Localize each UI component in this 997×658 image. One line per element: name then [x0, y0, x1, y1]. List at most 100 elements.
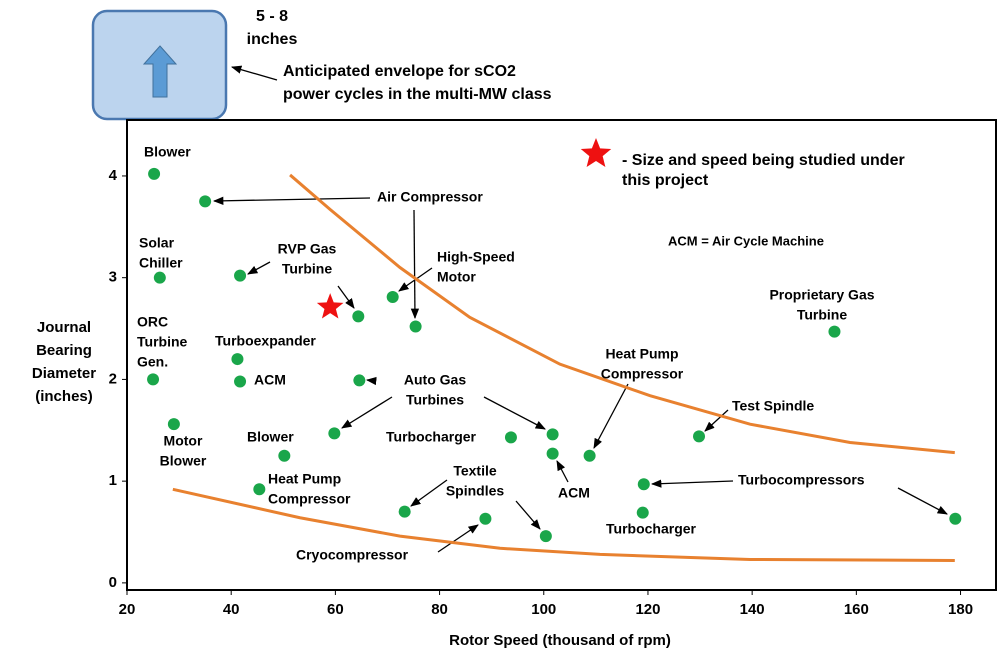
- point: [278, 449, 291, 462]
- arrow: [515, 500, 541, 530]
- x-tick-label: 80: [431, 601, 448, 618]
- arrow: [410, 479, 448, 507]
- annotation: Motor: [437, 269, 476, 285]
- point: [253, 483, 266, 496]
- envelope-arrow: [142, 45, 178, 98]
- star-marker: [316, 293, 344, 319]
- point: [167, 418, 180, 431]
- annotation: Turboexpander: [215, 333, 316, 349]
- arrow: [212, 196, 371, 205]
- arrow: [247, 261, 271, 275]
- annotation: this project: [622, 172, 709, 189]
- annotation: Gen.: [137, 354, 168, 370]
- annotation: Solar: [139, 235, 175, 251]
- annotation: Turbocharger: [606, 521, 697, 537]
- arrow: [410, 209, 420, 320]
- annotation: High-Speed: [437, 249, 515, 265]
- y-axis-label: Bearing: [36, 342, 92, 359]
- annotation: Anticipated envelope for sCO2: [283, 63, 516, 80]
- annotation: Motor: [164, 433, 203, 449]
- annotation: Blower: [160, 453, 207, 469]
- y-tick-label: 2: [109, 370, 117, 387]
- annotation: Test Spindle: [732, 398, 814, 414]
- arrow: [365, 376, 377, 386]
- point: [353, 374, 366, 387]
- envelope-curve: [289, 173, 955, 455]
- point: [153, 271, 166, 284]
- y-axis-label: (inches): [35, 388, 93, 405]
- point: [949, 512, 962, 525]
- x-tick-label: 120: [635, 601, 660, 618]
- annotation: inches: [247, 31, 298, 48]
- envelope-curve: [172, 487, 955, 562]
- annotation: 5 - 8: [256, 8, 288, 25]
- annotation: Heat Pump: [605, 346, 678, 362]
- plot-frame: [126, 119, 997, 591]
- point: [636, 506, 649, 519]
- annotation: RVP Gas: [278, 241, 337, 257]
- annotation: Turbine: [797, 307, 848, 323]
- annotation: Turbine: [137, 334, 188, 350]
- point: [199, 195, 212, 208]
- x-tick-label: 160: [844, 601, 869, 618]
- point: [504, 431, 517, 444]
- annotation: Heat Pump: [268, 471, 341, 487]
- y-tick-label: 0: [109, 574, 117, 591]
- annotation: Proprietary Gas: [769, 287, 874, 303]
- annotation: Turbines: [406, 392, 464, 408]
- x-tick-label: 40: [223, 601, 240, 618]
- annotation: ACM: [254, 372, 286, 388]
- x-tick-label: 140: [740, 601, 765, 618]
- point: [693, 430, 706, 443]
- point: [234, 269, 247, 282]
- point: [546, 428, 559, 441]
- annotation: Cryocompressor: [296, 547, 409, 563]
- arrow: [483, 396, 546, 430]
- annotation: Turbocompressors: [738, 472, 865, 488]
- arrows: [212, 65, 948, 553]
- annotation: ACM: [558, 485, 590, 501]
- x-axis-label: Rotor Speed (thousand of rpm): [449, 632, 671, 649]
- y-axis-label: Diameter: [32, 365, 96, 382]
- arrow: [650, 479, 734, 488]
- point: [479, 512, 492, 525]
- point: [328, 427, 341, 440]
- point: [231, 353, 244, 366]
- point: [386, 291, 399, 304]
- arrow: [593, 383, 629, 449]
- point: [409, 320, 422, 333]
- annotation: ACM = Air Cycle Machine: [668, 233, 824, 248]
- annotation: Textile: [453, 463, 497, 479]
- point: [148, 167, 161, 180]
- point: [539, 530, 552, 543]
- annotation: Blower: [247, 429, 294, 445]
- annotation: Blower: [144, 144, 191, 160]
- annotation: Chiller: [139, 255, 183, 271]
- point: [147, 373, 160, 386]
- point: [546, 447, 559, 460]
- y-tick-label: 4: [109, 167, 118, 184]
- star-legend: [580, 138, 612, 167]
- point: [637, 478, 650, 491]
- annotation: Turbine: [282, 261, 333, 277]
- arrow: [704, 409, 729, 432]
- x-tick-label: 100: [531, 601, 556, 618]
- annotation: ORC: [137, 314, 168, 330]
- arrow: [556, 460, 569, 483]
- y-axis-label: Journal: [37, 319, 91, 336]
- annotation: Compressor: [601, 366, 684, 382]
- annotation: Spindles: [446, 483, 505, 499]
- point: [234, 375, 247, 388]
- y-tick-label: 1: [109, 472, 117, 489]
- annotation: - Size and speed being studied under: [622, 152, 905, 169]
- x-tick-label: 60: [327, 601, 344, 618]
- point: [583, 449, 596, 462]
- x-tick-label: 180: [948, 601, 973, 618]
- annotation: Air Compressor: [377, 189, 483, 205]
- arrow: [897, 487, 948, 515]
- point: [398, 505, 411, 518]
- annotation: power cycles in the multi-MW class: [283, 86, 552, 103]
- point: [828, 325, 841, 338]
- annotation: Compressor: [268, 491, 351, 507]
